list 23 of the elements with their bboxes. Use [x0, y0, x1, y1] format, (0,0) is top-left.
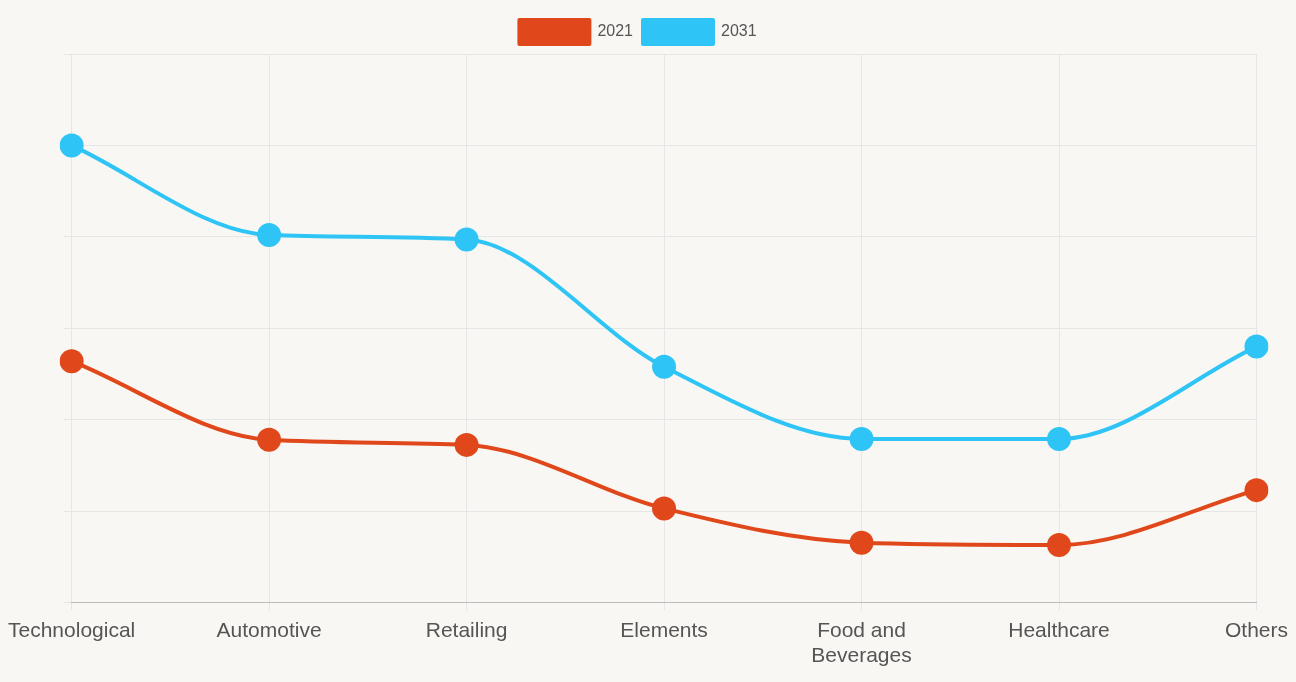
point [454, 227, 479, 252]
x-tick-label: Automotive [216, 618, 322, 641]
point [59, 133, 84, 158]
x-tick-label: Elements [620, 618, 708, 641]
point [652, 354, 677, 379]
legend-label: 2021 [597, 22, 634, 40]
point [59, 349, 84, 374]
point [1244, 478, 1269, 503]
x-tick-label: Healthcare [1008, 618, 1110, 641]
point [257, 223, 282, 248]
point [652, 496, 677, 521]
point [454, 432, 479, 457]
x-tick-label: Technological [7, 618, 136, 641]
point [849, 426, 874, 451]
x-tick-label: Food and Beverages [811, 618, 912, 667]
x-tick-label: Others [1224, 618, 1289, 641]
point [1047, 533, 1072, 557]
x-tick-label: Retailing [425, 618, 508, 641]
point [257, 427, 282, 452]
point [849, 530, 874, 555]
point [1244, 334, 1269, 359]
legend-label: 2031 [721, 22, 757, 40]
point [1047, 426, 1072, 451]
